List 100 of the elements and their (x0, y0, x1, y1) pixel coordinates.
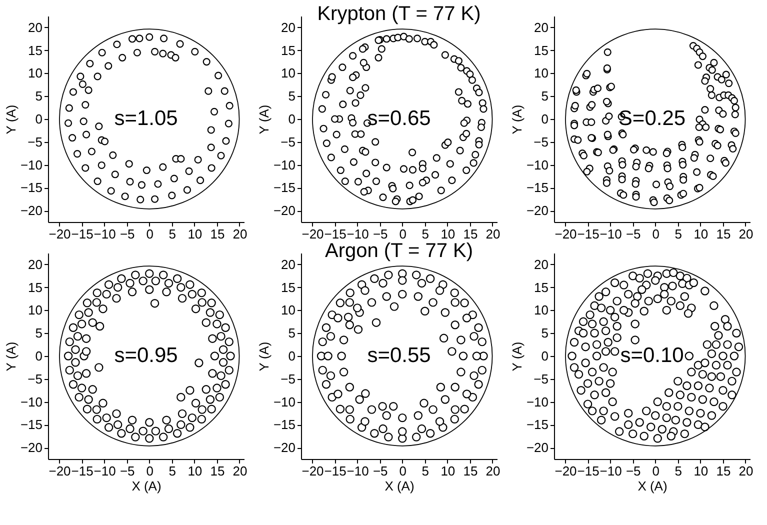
y-tick-label: 10 (534, 302, 548, 318)
x-tick-label: 10 (188, 226, 202, 242)
y-tick-label: 20 (534, 256, 548, 272)
y-tick-label: 15 (281, 280, 296, 295)
x-tick-label: −15 (71, 464, 94, 478)
y-tick-label: −15 (273, 417, 296, 432)
x-tick-label: −5 (372, 464, 388, 478)
y-tick-label: 0 (541, 112, 548, 126)
x-tick-label: 5 (422, 464, 430, 478)
x-tick-label: 15 (716, 464, 731, 478)
x-tick-label: 15 (210, 226, 225, 242)
x-tick-label: 15 (463, 226, 478, 242)
x-tick-label: −20 (48, 464, 71, 478)
y-tick-label: 10 (534, 66, 548, 81)
y-tick-label: −10 (526, 394, 548, 410)
y-axis-title: Y (A) (509, 342, 524, 372)
y-tick-label: 0 (288, 348, 296, 364)
x-tick-label: 5 (168, 464, 176, 478)
annotation: s=1.05 (114, 107, 178, 130)
x-tick-label: 0 (652, 464, 660, 478)
x-tick-label: 5 (168, 226, 176, 242)
x-tick-label: −20 (48, 226, 71, 242)
x-tick-label: −20 (554, 464, 577, 478)
x-tick-label: −15 (71, 226, 94, 242)
x-tick-label: 10 (440, 226, 456, 242)
x-tick-label: 0 (399, 464, 406, 478)
y-tick-label: −10 (20, 394, 42, 410)
x-tick-label: 10 (440, 464, 456, 478)
x-tick-label: −5 (626, 464, 641, 478)
y-tick-label: 0 (541, 348, 548, 364)
y-tick-label: 0 (35, 348, 42, 364)
y-tick-label: 20 (281, 256, 296, 272)
y-tick-label: 5 (288, 326, 296, 341)
x-tick-label: −15 (324, 226, 346, 242)
x-tick-label: −20 (302, 226, 324, 242)
y-tick-label: 15 (28, 280, 42, 295)
x-tick-label: 5 (674, 226, 682, 242)
x-tick-label: 0 (146, 226, 154, 242)
y-tick-label: 5 (288, 88, 296, 104)
y-tick-label: −5 (280, 134, 296, 150)
y-axis-title: Y (A) (256, 342, 272, 372)
y-tick-label: −15 (526, 417, 548, 432)
x-tick-label: 20 (232, 464, 248, 478)
y-tick-label: −20 (526, 203, 548, 218)
x-tick-label: 0 (399, 226, 406, 242)
x-tick-label: 10 (188, 464, 202, 478)
y-tick-label: 5 (541, 326, 548, 341)
y-tick-label: −10 (273, 157, 296, 172)
x-tick-label: −5 (372, 226, 388, 242)
x-tick-label: −5 (120, 464, 135, 478)
y-tick-label: 5 (541, 88, 548, 104)
x-tick-label: −15 (324, 464, 346, 478)
y-tick-label: 0 (288, 112, 296, 126)
chart-title: Krypton (T = 77 K) (317, 3, 481, 25)
y-tick-label: −5 (280, 371, 296, 386)
x-tick-label: −10 (600, 226, 622, 242)
x-tick-label: 20 (486, 464, 500, 478)
x-tick-label: −15 (577, 464, 600, 478)
x-tick-label: 5 (674, 464, 682, 478)
y-tick-label: −20 (20, 203, 42, 218)
y-tick-label: −15 (20, 180, 42, 196)
y-axis-title: Y (A) (256, 104, 272, 134)
y-tick-label: 15 (534, 42, 548, 58)
y-tick-label: 15 (28, 42, 42, 58)
annotation: s=0.65 (367, 107, 431, 130)
y-tick-label: 5 (35, 88, 42, 104)
y-tick-label: 10 (28, 66, 42, 81)
x-tick-label: 20 (486, 226, 500, 242)
x-tick-label: 15 (463, 464, 478, 478)
x-tick-label: −10 (94, 226, 116, 242)
y-tick-label: 20 (28, 256, 42, 272)
y-tick-label: 5 (35, 326, 42, 341)
annotation: S=0.25 (618, 107, 686, 130)
y-axis-title: Y (A) (3, 342, 18, 372)
x-tick-label: 20 (738, 464, 754, 478)
x-axis-title: X (A) (638, 478, 668, 494)
x-tick-label: −20 (554, 226, 577, 242)
x-tick-label: −10 (600, 464, 622, 478)
y-tick-label: −15 (273, 180, 296, 196)
y-tick-label: 10 (281, 302, 296, 318)
annotation: s=0.55 (367, 344, 431, 367)
y-tick-label: 15 (281, 42, 296, 58)
y-tick-label: −10 (20, 157, 42, 172)
y-tick-label: 10 (281, 66, 296, 81)
y-tick-label: 20 (281, 20, 296, 35)
x-tick-label: 0 (146, 464, 154, 478)
y-tick-label: −10 (526, 157, 548, 172)
y-tick-label: 15 (534, 280, 548, 295)
x-tick-label: −10 (94, 464, 116, 478)
y-tick-label: −10 (273, 394, 296, 410)
y-axis-title: Y (A) (3, 104, 18, 134)
y-axis-title: Y (A) (509, 104, 524, 134)
x-tick-label: 15 (716, 226, 731, 242)
x-tick-label: 15 (210, 464, 225, 478)
y-tick-label: 0 (35, 112, 42, 126)
x-tick-label: −5 (626, 226, 641, 242)
annotation: s=0.95 (114, 344, 178, 367)
x-axis-title: X (A) (132, 478, 162, 494)
annotation: s=0.10 (620, 344, 684, 367)
y-tick-label: −20 (273, 440, 296, 456)
